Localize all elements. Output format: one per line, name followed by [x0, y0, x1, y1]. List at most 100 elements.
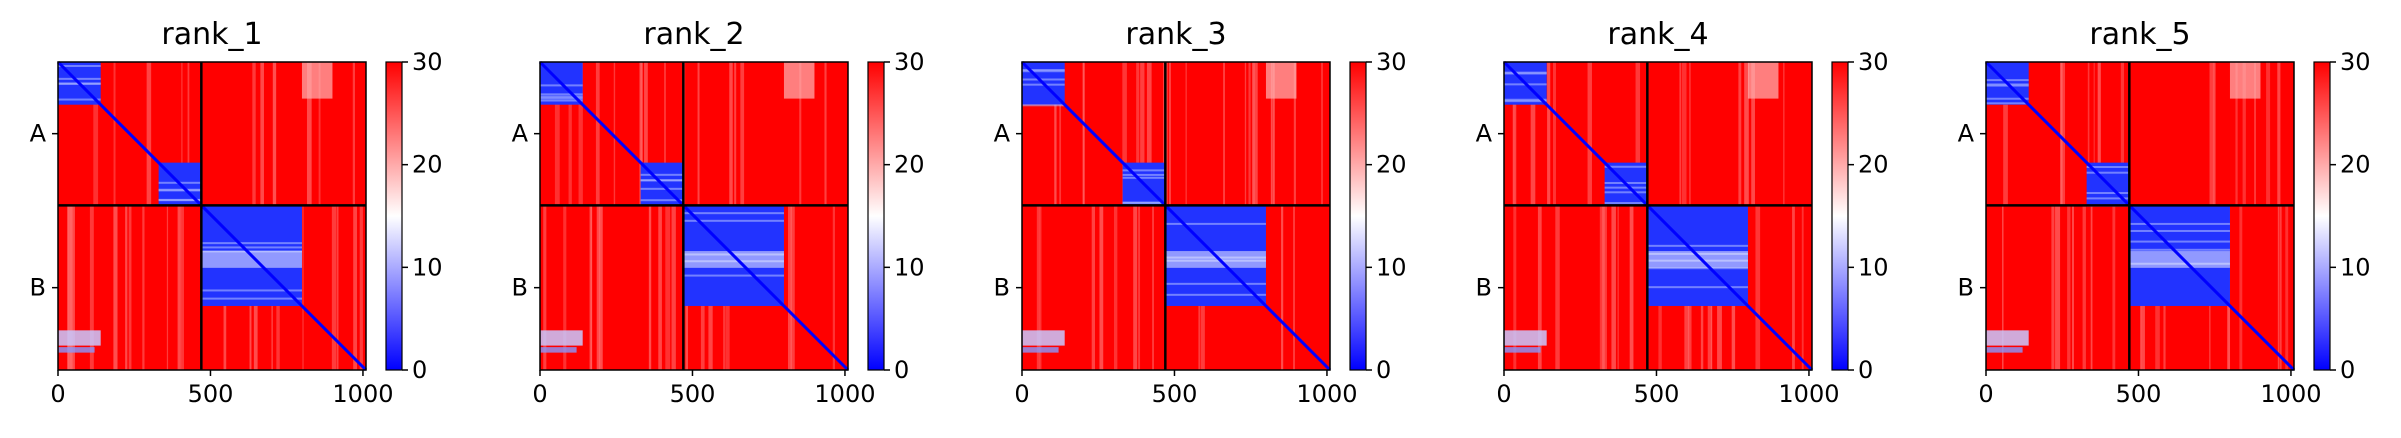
heatmap-texture-stripe	[1587, 62, 1592, 206]
block-speckle	[1122, 173, 1166, 176]
heatmap-texture-stripe	[1513, 205, 1517, 370]
heatmap-texture-stripe	[1244, 62, 1247, 206]
block-speckle	[158, 189, 202, 192]
colorbar-tick-label: 10	[1858, 253, 1889, 281]
heatmap-texture-stripe	[1122, 62, 1127, 206]
colorbar-tick-label: 20	[2340, 151, 2371, 179]
heatmap-texture-stripe	[1599, 205, 1605, 370]
pale-block	[58, 347, 95, 353]
colorbar	[1349, 61, 1367, 371]
heatmap-texture-stripe	[568, 62, 572, 206]
heatmap-texture-stripe	[125, 205, 128, 370]
heatmap-texture-stripe	[596, 205, 601, 370]
block-speckle	[201, 297, 302, 300]
heatmap-texture-stripe	[68, 205, 70, 370]
heatmap-texture-stripe	[336, 205, 339, 370]
heatmap-texture-stripe	[2285, 205, 2289, 370]
heatmap-texture-stripe	[1751, 62, 1755, 206]
heatmap-texture-stripe	[1248, 62, 1251, 206]
chain-label: B	[512, 274, 528, 302]
colorbar-tick-label: 10	[2340, 253, 2371, 281]
chain-label: A	[994, 120, 1011, 148]
x-tick-label: 0	[532, 380, 547, 408]
heatmap-panel-4: rank_4 A B 0 500 1000 0 10 20 30	[1476, 17, 1889, 408]
heatmap-texture-stripe	[1321, 62, 1323, 206]
colorbar-tick-label: 10	[1376, 253, 1407, 281]
heatmap-texture-stripe	[272, 62, 277, 206]
colorbar	[385, 61, 403, 371]
heatmap-texture-stripe	[671, 205, 676, 370]
block-speckle	[1165, 293, 1266, 296]
block-speckle	[1022, 70, 1065, 73]
block-speckle	[58, 98, 101, 101]
heatmap-texture-stripe	[1629, 205, 1634, 370]
colorbar-tick-label: 20	[412, 151, 443, 179]
plot-frame	[1503, 61, 1813, 371]
heatmap-texture-stripe	[1689, 62, 1691, 206]
block-speckle	[2086, 197, 2130, 200]
pale-block	[683, 251, 784, 268]
block-speckle	[2086, 192, 2130, 195]
heatmap-texture-stripe	[2112, 205, 2116, 370]
colorbar-tick-label: 10	[894, 253, 925, 281]
heatmap-texture-stripe	[697, 62, 700, 206]
heatmap-texture-stripe	[179, 205, 182, 370]
pale-block	[2229, 62, 2261, 99]
heatmap-texture-stripe	[2209, 62, 2214, 206]
x-tick-label: 1000	[814, 380, 875, 408]
x-tick-label: 1000	[332, 380, 393, 408]
block-speckle	[1986, 97, 2029, 100]
block-speckle	[2129, 229, 2230, 232]
heatmap-texture-stripe	[2120, 62, 2125, 206]
colorbar-tick-label: 20	[1376, 151, 1407, 179]
x-tick-label: 500	[188, 380, 234, 408]
heatmap-texture-stripe	[1270, 62, 1275, 206]
colorbar-tick-label: 30	[894, 48, 925, 76]
block-speckle	[683, 219, 784, 222]
panel-title: rank_2	[643, 17, 744, 52]
heatmap-texture-stripe	[1635, 62, 1641, 206]
x-tick-label: 0	[50, 380, 65, 408]
heatmap-texture-stripe	[1513, 62, 1515, 206]
heatmap-texture-stripe	[2003, 62, 2008, 206]
chain-label: A	[1958, 120, 1975, 148]
colorbar	[2313, 61, 2331, 371]
heatmap-texture-stripe	[2239, 205, 2243, 370]
colorbar-tick-label: 0	[1376, 356, 1391, 384]
heatmap-texture-stripe	[1553, 62, 1556, 206]
heatmap-texture-stripe	[1252, 62, 1255, 206]
heatmap-texture-stripe	[613, 62, 616, 206]
pale-block	[2129, 251, 2230, 268]
block-speckle	[1165, 282, 1266, 285]
x-tick-label: 500	[2116, 380, 2162, 408]
heatmap-texture-stripe	[1152, 205, 1154, 370]
pale-block	[1022, 330, 1065, 346]
block-speckle	[1122, 169, 1166, 172]
heatmap-texture-stripe	[2212, 62, 2216, 206]
colorbar	[1831, 61, 1849, 371]
heatmap-texture-stripe	[1133, 205, 1138, 370]
heatmap-texture-stripe	[1681, 62, 1687, 206]
heatmap-texture-stripe	[2254, 62, 2256, 206]
colorbar-tick-label: 10	[412, 253, 443, 281]
heatmap-texture-stripe	[824, 62, 827, 206]
heatmap-texture-stripe	[1082, 62, 1085, 206]
heatmap-texture-stripe	[554, 62, 560, 206]
heatmap-texture-stripe	[658, 205, 662, 370]
heatmap-texture-stripe	[93, 62, 99, 206]
block-speckle	[58, 77, 101, 80]
x-tick-label: 1000	[1778, 380, 1839, 408]
heatmap-texture-stripe	[595, 62, 600, 206]
heatmap-texture-stripe	[2051, 205, 2055, 370]
heatmap-texture-stripe	[252, 62, 256, 206]
chain-label: B	[994, 274, 1010, 302]
heatmap-texture-stripe	[1293, 205, 1295, 370]
heatmap-texture-stripe	[1530, 62, 1536, 206]
block-speckle	[1165, 222, 1266, 225]
block-speckle	[1022, 104, 1065, 107]
heatmap-texture-stripe	[640, 62, 643, 206]
heatmap-texture-stripe	[2277, 62, 2281, 206]
heatmap-texture-stripe	[302, 205, 304, 370]
heatmap-texture-stripe	[113, 205, 118, 370]
colorbar-tick-label: 0	[412, 356, 427, 384]
